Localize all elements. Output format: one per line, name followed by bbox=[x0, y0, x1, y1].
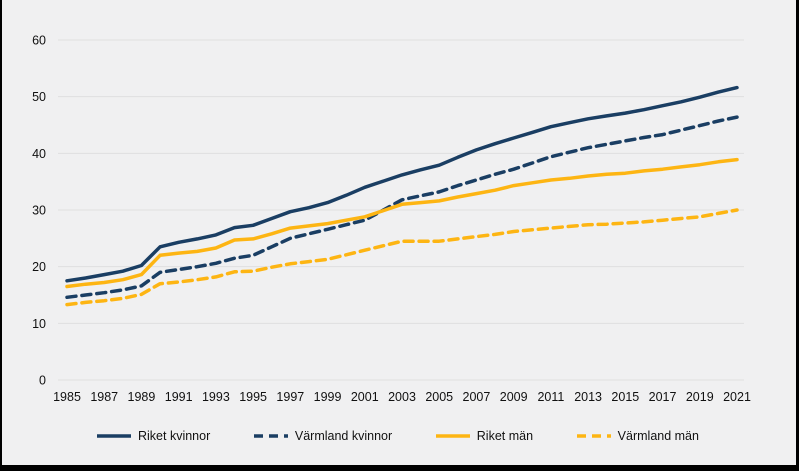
x-tick-label: 1995 bbox=[239, 390, 267, 404]
x-tick-label: 2003 bbox=[388, 390, 416, 404]
chart-svg: 0 10 20 30 40 50 60 1985 1987 1989 1991 1993 1995 199… bbox=[32, 34, 751, 405]
legend-item-riket-kvinnor: Riket kvinnor bbox=[97, 429, 210, 443]
y-tick-label: 60 bbox=[32, 34, 46, 48]
x-tick-label: 1993 bbox=[202, 390, 230, 404]
x-tick-label: 2009 bbox=[500, 390, 528, 404]
x-tick-label: 2015 bbox=[611, 390, 639, 404]
legend-item-riket-man: Riket män bbox=[435, 429, 534, 443]
x-tick-label: 1989 bbox=[128, 390, 156, 404]
solid-blue-line-icon bbox=[97, 434, 131, 438]
y-tick-label: 40 bbox=[32, 147, 46, 161]
x-tick-label: 1997 bbox=[276, 390, 304, 404]
legend-item-varmland-kvinnor: Värmland kvinnor bbox=[253, 429, 393, 443]
series-line-v-rmland-m-n bbox=[65, 208, 739, 307]
y-tick-label: 10 bbox=[32, 317, 46, 331]
x-tick-label: 1999 bbox=[314, 390, 342, 404]
x-tick-label: 2011 bbox=[537, 390, 564, 404]
x-tick-label: 1985 bbox=[53, 390, 81, 404]
legend-label: Värmland kvinnor bbox=[294, 429, 393, 443]
y-tick-label: 20 bbox=[32, 260, 46, 274]
y-tick-label: 30 bbox=[32, 204, 46, 218]
solid-yellow-line-icon bbox=[435, 434, 470, 438]
line-chart: 0 10 20 30 40 50 60 1985 1987 1989 1991 1993 1995 199… bbox=[2, 0, 796, 430]
x-tick-label: 1987 bbox=[90, 390, 118, 404]
y-tick-label: 50 bbox=[32, 90, 46, 104]
x-tick-label: 2007 bbox=[463, 390, 491, 404]
x-tick-label: 2005 bbox=[425, 390, 453, 404]
chart-legend: Riket kvinnor Värmland kvinnor Riket män… bbox=[97, 429, 699, 443]
x-tick-label: 2001 bbox=[351, 390, 379, 404]
legend-label: Riket kvinnor bbox=[138, 429, 211, 443]
x-tick-label: 2019 bbox=[686, 390, 714, 404]
dashed-yellow-line-icon bbox=[576, 434, 611, 438]
legend-label: Värmland män bbox=[617, 429, 699, 443]
x-tick-label: 1991 bbox=[165, 390, 193, 404]
x-tick-label: 2013 bbox=[574, 390, 602, 404]
legend-label: Riket män bbox=[476, 429, 534, 443]
x-tick-label: 2021 bbox=[723, 390, 751, 404]
y-tick-label: 0 bbox=[39, 374, 46, 388]
x-tick-label: 2017 bbox=[649, 390, 677, 404]
dashed-blue-line-icon bbox=[253, 434, 288, 438]
series-line-v-rmland-kvinnor bbox=[65, 115, 739, 300]
series-line-riket-m-n bbox=[65, 157, 739, 289]
series-line-riket-kvinnor bbox=[65, 85, 739, 283]
legend-item-varmland-man: Värmland män bbox=[576, 429, 699, 443]
